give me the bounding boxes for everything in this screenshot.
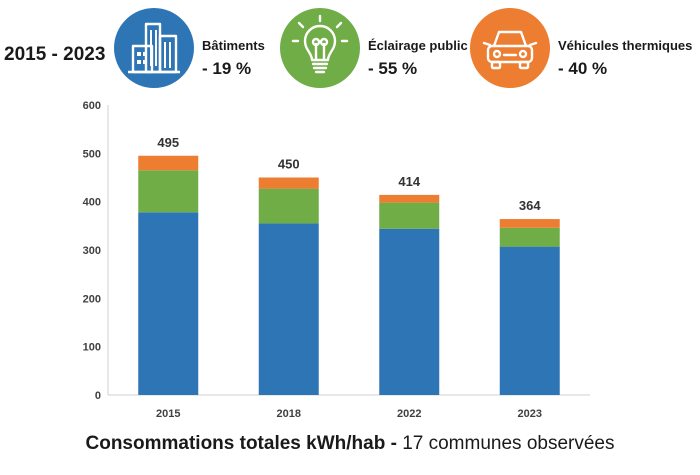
y-tick-label: 100 — [83, 342, 101, 354]
eclairage-change: - 55 % — [368, 59, 418, 78]
y-tick-label: 500 — [83, 148, 101, 160]
bar-segment-vehicules — [258, 177, 319, 189]
vehicules-label: Véhicules thermiques — [558, 38, 693, 53]
bar-segment-vehicules — [499, 219, 560, 228]
period-label: 2015 - 2023 — [4, 44, 106, 65]
x-tick-label: 2015 — [156, 408, 180, 420]
bar-segment-batiments — [138, 212, 199, 395]
lightbulb-icon — [291, 14, 349, 74]
y-tick-label: 600 — [83, 100, 101, 112]
building-icon — [128, 22, 180, 74]
bar-total-label: 414 — [398, 174, 420, 189]
bar-segment-batiments — [499, 246, 560, 395]
y-tick-label: 200 — [83, 293, 101, 305]
y-tick-label: 0 — [95, 390, 101, 402]
x-tick-label: 2022 — [397, 408, 421, 420]
chart-caption-title: Consommations totales kWh/hab - — [85, 433, 403, 454]
bar-segment-eclairage — [138, 170, 199, 213]
eclairage-badge — [280, 8, 360, 88]
batiments-label: Bâtiments — [202, 38, 265, 53]
y-tick-label: 400 — [83, 197, 101, 209]
bar-total-label: 364 — [519, 198, 541, 213]
x-tick-label: 2023 — [518, 408, 542, 420]
bar-segment-batiments — [258, 223, 319, 395]
car-icon — [482, 30, 538, 70]
eclairage-label: Éclairage public — [368, 38, 468, 53]
batiments-change: - 19 % — [202, 59, 252, 78]
batiments-badge — [114, 8, 194, 88]
chart-caption: Consommations totales kWh/hab - 17 commu… — [0, 433, 700, 455]
y-tick-label: 300 — [83, 245, 101, 257]
bar-segment-batiments — [379, 228, 440, 395]
bar-segment-eclairage — [499, 227, 560, 247]
chart-caption-subtitle: 17 communes observées — [402, 433, 615, 454]
bar-segment-eclairage — [379, 202, 440, 229]
stacked-bar-chart: 0 100 200 300 400 500 600 495 2015 450 2018 414 2022… — [83, 100, 590, 420]
bar-segment-eclairage — [258, 188, 319, 224]
bar-total-label: 450 — [278, 157, 300, 172]
vehicules-change: - 40 % — [558, 59, 608, 78]
x-tick-label: 2018 — [277, 408, 301, 420]
bar-segment-vehicules — [379, 194, 440, 203]
bar-segment-vehicules — [138, 155, 199, 171]
bar-total-label: 495 — [157, 135, 179, 150]
vehicules-badge — [470, 8, 550, 88]
